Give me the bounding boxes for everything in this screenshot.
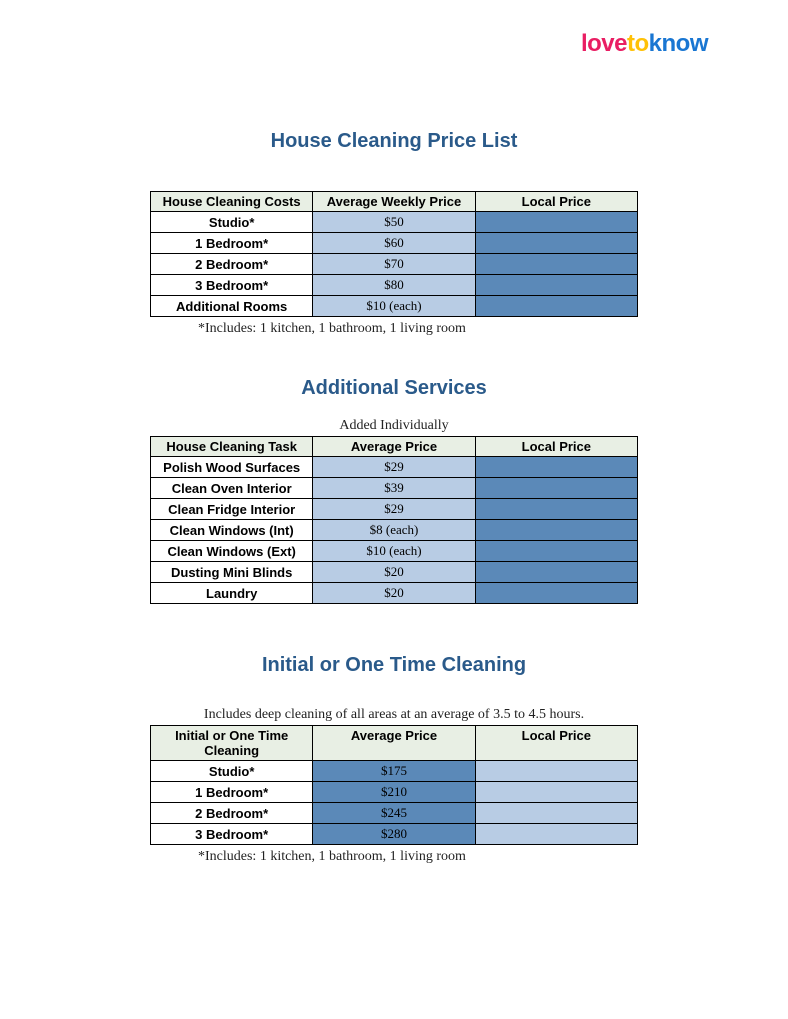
table-row: 1 Bedroom* $210 [151,782,638,803]
table-row: 3 Bedroom* $280 [151,824,638,845]
col-header: Average Price [313,726,475,761]
row-avg: $10 (each) [313,541,475,562]
table-onetime: Initial or One Time Cleaning Average Pri… [150,725,638,845]
row-avg: $39 [313,478,475,499]
section-price-list: House Cleaning Price List House Cleaning… [150,130,638,337]
row-local [475,761,637,782]
row-local [475,824,637,845]
table-row: Clean Windows (Int) $8 (each) [151,520,638,541]
row-label: 2 Bedroom* [151,803,313,824]
table-row: Clean Fridge Interior $29 [151,499,638,520]
section-additional: Additional Services Added Individually H… [150,377,638,604]
section3-intro: Includes deep cleaning of all areas at a… [150,707,638,723]
row-local [475,583,637,604]
table-row: 2 Bedroom* $70 [151,254,638,275]
document-content: House Cleaning Price List House Cleaning… [0,0,788,865]
row-local [475,803,637,824]
row-label: 1 Bedroom* [151,782,313,803]
row-label: 2 Bedroom* [151,254,313,275]
table-row: Polish Wood Surfaces $29 [151,457,638,478]
row-avg: $60 [313,233,475,254]
row-avg: $245 [313,803,475,824]
col-header: Local Price [475,192,637,212]
row-label: Studio* [151,212,313,233]
col-header: House Cleaning Costs [151,192,313,212]
table-row: 1 Bedroom* $60 [151,233,638,254]
logo: lovetoknow [581,30,708,58]
section3-title: Initial or One Time Cleaning [150,654,638,677]
table-row: Clean Windows (Ext) $10 (each) [151,541,638,562]
col-header: Local Price [475,437,637,457]
logo-know: know [649,30,708,57]
table-row: 2 Bedroom* $245 [151,803,638,824]
table-price-list: House Cleaning Costs Average Weekly Pric… [150,191,638,317]
row-label: 1 Bedroom* [151,233,313,254]
row-avg: $210 [313,782,475,803]
col-header: Average Price [313,437,475,457]
row-label: Clean Windows (Ext) [151,541,313,562]
row-avg: $20 [313,583,475,604]
row-local [475,478,637,499]
section2-title: Additional Services [150,377,638,400]
row-local [475,457,637,478]
row-avg: $280 [313,824,475,845]
row-label: Polish Wood Surfaces [151,457,313,478]
section2-subtitle: Added Individually [150,418,638,434]
row-local [475,212,637,233]
row-local [475,296,637,317]
table-row: Studio* $50 [151,212,638,233]
col-header: House Cleaning Task [151,437,313,457]
row-local [475,520,637,541]
section-onetime: Initial or One Time Cleaning Includes de… [150,654,638,865]
row-local [475,782,637,803]
table-row: Additional Rooms $10 (each) [151,296,638,317]
table-header-row: Initial or One Time Cleaning Average Pri… [151,726,638,761]
row-label: Clean Oven Interior [151,478,313,499]
section1-footnote: *Includes: 1 kitchen, 1 bathroom, 1 livi… [198,321,638,337]
row-avg: $10 (each) [313,296,475,317]
row-local [475,254,637,275]
row-label: Laundry [151,583,313,604]
table-row: Laundry $20 [151,583,638,604]
col-header: Initial or One Time Cleaning [151,726,313,761]
col-header: Average Weekly Price [313,192,475,212]
table-header-row: House Cleaning Task Average Price Local … [151,437,638,457]
row-local [475,541,637,562]
table-row: Dusting Mini Blinds $20 [151,562,638,583]
table-header-row: House Cleaning Costs Average Weekly Pric… [151,192,638,212]
row-label: Additional Rooms [151,296,313,317]
row-local [475,499,637,520]
row-avg: $8 (each) [313,520,475,541]
section1-title: House Cleaning Price List [150,130,638,153]
row-label: Studio* [151,761,313,782]
row-label: Clean Fridge Interior [151,499,313,520]
row-label: 3 Bedroom* [151,824,313,845]
row-avg: $29 [313,499,475,520]
row-local [475,275,637,296]
table-row: Clean Oven Interior $39 [151,478,638,499]
table-row: 3 Bedroom* $80 [151,275,638,296]
row-avg: $70 [313,254,475,275]
table-row: Studio* $175 [151,761,638,782]
row-avg: $80 [313,275,475,296]
row-local [475,233,637,254]
table-additional: House Cleaning Task Average Price Local … [150,436,638,604]
row-label: 3 Bedroom* [151,275,313,296]
row-label: Dusting Mini Blinds [151,562,313,583]
logo-to: to [627,30,649,57]
section3-footnote: *Includes: 1 kitchen, 1 bathroom, 1 livi… [198,849,638,865]
row-avg: $20 [313,562,475,583]
logo-love: love [581,30,627,57]
row-avg: $29 [313,457,475,478]
row-avg: $50 [313,212,475,233]
col-header: Local Price [475,726,637,761]
row-avg: $175 [313,761,475,782]
row-local [475,562,637,583]
row-label: Clean Windows (Int) [151,520,313,541]
